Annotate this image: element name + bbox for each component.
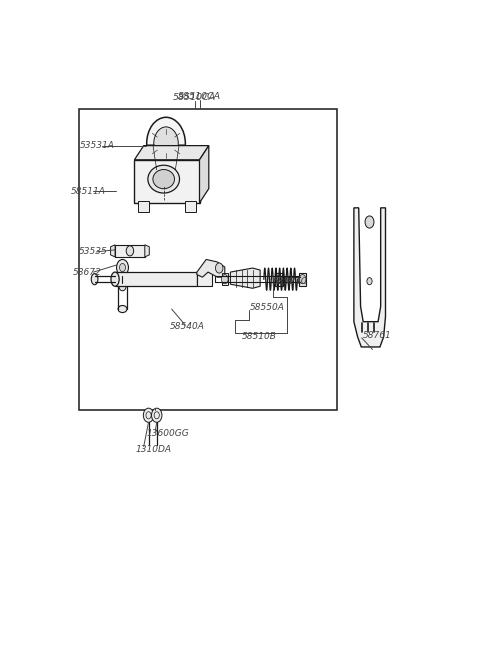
Bar: [134, 160, 200, 203]
Bar: [185, 201, 196, 212]
Bar: [138, 201, 149, 212]
Bar: [79, 109, 337, 410]
Circle shape: [144, 408, 154, 422]
Circle shape: [147, 118, 185, 170]
Polygon shape: [110, 245, 115, 257]
Ellipse shape: [148, 165, 180, 193]
Polygon shape: [197, 260, 225, 277]
Bar: [299, 273, 306, 286]
Circle shape: [216, 263, 223, 273]
Text: 58523C: 58523C: [273, 277, 308, 286]
Text: 58761: 58761: [362, 331, 391, 340]
Circle shape: [126, 246, 133, 256]
Bar: [197, 272, 212, 286]
Circle shape: [299, 275, 306, 284]
Bar: [115, 272, 197, 286]
Polygon shape: [230, 268, 260, 288]
Circle shape: [119, 281, 126, 291]
Text: 58540A: 58540A: [170, 322, 205, 331]
Circle shape: [154, 127, 178, 160]
Circle shape: [276, 275, 282, 283]
Text: 58510CA: 58510CA: [173, 93, 216, 102]
Polygon shape: [354, 208, 385, 347]
Text: 53535: 53535: [79, 247, 108, 256]
Text: 1310DA: 1310DA: [135, 445, 171, 453]
Circle shape: [221, 275, 228, 284]
Text: 13600GG: 13600GG: [147, 430, 190, 438]
Circle shape: [365, 216, 374, 228]
Circle shape: [152, 408, 162, 422]
Bar: [222, 273, 228, 285]
Ellipse shape: [91, 273, 98, 284]
Polygon shape: [200, 146, 209, 203]
Circle shape: [367, 278, 372, 284]
Bar: [275, 273, 283, 286]
Text: 58511A: 58511A: [71, 187, 106, 196]
Polygon shape: [134, 146, 209, 160]
Ellipse shape: [111, 272, 119, 286]
Text: 53531A: 53531A: [80, 141, 115, 150]
Ellipse shape: [153, 170, 175, 189]
Circle shape: [117, 260, 129, 276]
Text: 58672: 58672: [72, 267, 101, 277]
Text: 58510B: 58510B: [241, 332, 276, 342]
Circle shape: [120, 263, 125, 271]
Text: 58550A: 58550A: [250, 303, 285, 312]
Ellipse shape: [118, 306, 127, 313]
Bar: [115, 245, 145, 257]
Polygon shape: [145, 245, 149, 257]
Text: 58510CA: 58510CA: [178, 92, 221, 101]
